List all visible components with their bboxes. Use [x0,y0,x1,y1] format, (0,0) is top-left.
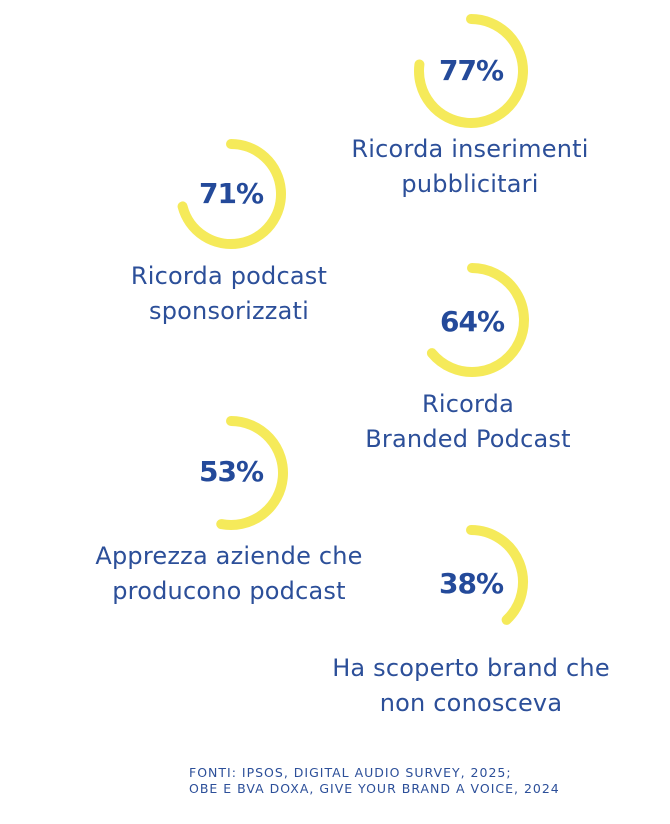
ring-arc-0 [414,14,528,128]
sources-note: FONTI: IPSOS, DIGITAL AUDIO SURVEY, 2025… [189,765,560,797]
ring-chart-4: 38% [439,525,528,625]
ring-arc-3 [216,416,288,530]
ring-label-3-line-2: producono podcast [112,577,346,605]
ring-chart-2: 64% [426,263,529,377]
ring-chart-3: 53% [199,416,288,530]
ring-value-1: 71% [199,177,264,210]
ring-arc-4 [466,525,528,625]
ring-label-2-line-1: Ricorda [421,390,514,418]
ring-label-2: Ricorda Branded Podcast [318,387,618,457]
ring-value-2: 64% [440,305,505,338]
ring-label-0-line-2: pubblicitari [401,170,539,198]
ring-label-0: Ricorda inserimenti pubblicitari [320,132,620,202]
ring-value-0: 77% [439,54,504,87]
sources-line-2: OBE E BVA DOXA, GIVE YOUR BRAND A VOICE,… [189,781,560,796]
ring-label-1: Ricorda podcast sponsorizzati [79,259,379,329]
ring-label-0-line-1: Ricorda inserimenti [351,135,589,163]
ring-label-4-line-1: Ha scoperto brand che [332,654,610,682]
ring-label-2-line-2: Branded Podcast [365,425,571,453]
ring-label-1-line-1: Ricorda podcast [130,262,328,290]
sources-line-1: FONTI: IPSOS, DIGITAL AUDIO SURVEY, 2025… [189,765,512,780]
ring-label-3-line-1: Apprezza aziende che [95,542,363,570]
ring-arc-2 [426,263,529,377]
ring-label-4: Ha scoperto brand che non conosceva [321,651,621,721]
ring-value-4: 38% [439,567,504,600]
ring-arc-1 [177,139,286,249]
ring-label-4-line-2: non conosceva [379,689,563,717]
ring-label-3: Apprezza aziende che producono podcast [79,539,379,609]
ring-value-3: 53% [199,455,264,488]
ring-chart-0: 77% [414,14,528,128]
ring-label-1-line-2: sponsorizzati [149,297,309,325]
ring-chart-1: 71% [177,139,286,249]
